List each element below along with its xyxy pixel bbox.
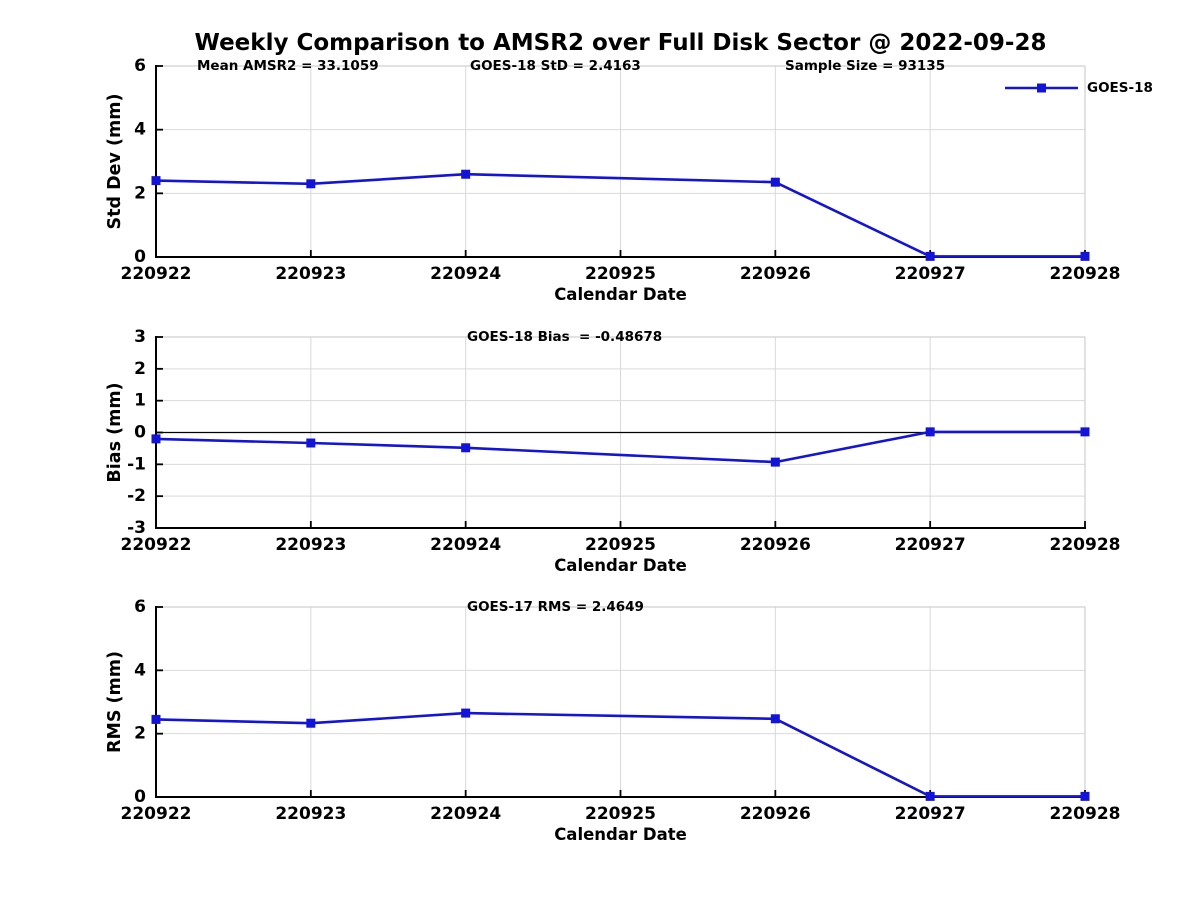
data-point-marker: [461, 443, 471, 453]
data-point-marker: [151, 434, 161, 444]
data-point-marker: [770, 177, 780, 187]
y-tick-label: 0: [134, 247, 146, 267]
y-tick-label: 6: [134, 56, 146, 76]
x-tick-label: 220927: [895, 804, 966, 824]
y-tick-label: 0: [134, 423, 146, 443]
rms-subplot: 220922 220923 220924 220925 220926 220927 2209…: [105, 597, 1120, 844]
annotation-text: GOES-18 StD = 2.4163: [470, 58, 641, 74]
y-tick-label: 6: [134, 597, 146, 617]
x-tick-label: 220922: [121, 804, 192, 824]
x-tick-label: 220924: [430, 804, 501, 824]
annotation-text: GOES-17 RMS = 2.4649: [467, 599, 644, 615]
data-point-marker: [1080, 251, 1090, 261]
y-tick-label: -2: [127, 486, 146, 506]
data-point-marker: [306, 438, 316, 448]
annotation-text: GOES-18 Bias = -0.48678: [467, 329, 662, 345]
y-tick-label: 0: [134, 787, 146, 807]
y-tick-label: 4: [134, 660, 146, 680]
x-tick-label: 220925: [585, 264, 656, 284]
x-axis-label: Calendar Date: [554, 825, 687, 844]
series-line: [154, 711, 1087, 798]
x-tick-label: 220928: [1050, 804, 1121, 824]
annotation-text: Mean AMSR2 = 33.1059: [197, 58, 379, 74]
x-tick-label: 220926: [740, 535, 811, 555]
x-tick-label: 220926: [740, 264, 811, 284]
data-point-marker: [306, 718, 316, 728]
data-point-marker: [770, 714, 780, 724]
y-tick-label: 3: [134, 327, 146, 347]
y-tick-label: 2: [134, 724, 146, 744]
x-tick-label: 220925: [585, 804, 656, 824]
data-point-marker: [461, 169, 471, 179]
data-point-marker: [925, 791, 935, 801]
data-point-marker: [1080, 791, 1090, 801]
series-line: [154, 172, 1087, 258]
x-tick-label: 220927: [895, 264, 966, 284]
x-tick-label: 220922: [121, 264, 192, 284]
x-tick-label: 220922: [121, 535, 192, 555]
data-point-marker: [151, 176, 161, 186]
x-axis-label: Calendar Date: [554, 556, 687, 575]
x-tick-label: 220923: [275, 804, 346, 824]
data-point-marker: [1080, 427, 1090, 437]
y-tick-label: 2: [134, 183, 146, 203]
y-axis-label: Bias (mm): [105, 382, 125, 482]
legend-marker-sample: [1037, 83, 1046, 93]
legend: GOES-18: [1005, 80, 1153, 96]
annotation-text: Sample Size = 93135: [785, 58, 945, 74]
x-tick-label: 220926: [740, 804, 811, 824]
x-tick-label: 220923: [275, 264, 346, 284]
x-tick-label: 220927: [895, 535, 966, 555]
y-tick-label: 1: [134, 391, 146, 411]
figure-title: Weekly Comparison to AMSR2 over Full Dis…: [194, 30, 1047, 56]
y-axis-label: RMS (mm): [105, 651, 125, 753]
x-tick-label: 220923: [275, 535, 346, 555]
x-axis-label: Calendar Date: [554, 285, 687, 304]
y-tick-label: -3: [127, 518, 146, 538]
y-tick-label: -1: [127, 454, 146, 474]
bias-subplot: 220922 220923 220924 220925 220926 220927 2209…: [105, 327, 1120, 575]
legend-label: GOES-18: [1087, 80, 1153, 96]
y-tick-label: 4: [134, 120, 146, 140]
data-point-marker: [925, 251, 935, 261]
std-dev-subplot: 220922 220923 220924 220925 220926 220927 2209…: [105, 56, 1153, 304]
x-tick-label: 220924: [430, 264, 501, 284]
y-axis-label: Std Dev (mm): [105, 94, 125, 230]
data-point-marker: [770, 457, 780, 467]
x-tick-label: 220925: [585, 535, 656, 555]
data-point-marker: [306, 179, 316, 189]
x-tick-label: 220924: [430, 535, 501, 555]
data-point-marker: [925, 427, 935, 437]
y-tick-label: 2: [134, 359, 146, 379]
x-tick-label: 220928: [1050, 264, 1121, 284]
data-point-marker: [151, 714, 161, 724]
series-line: [154, 430, 1087, 464]
x-tick-label: 220928: [1050, 535, 1121, 555]
data-point-marker: [461, 708, 471, 718]
